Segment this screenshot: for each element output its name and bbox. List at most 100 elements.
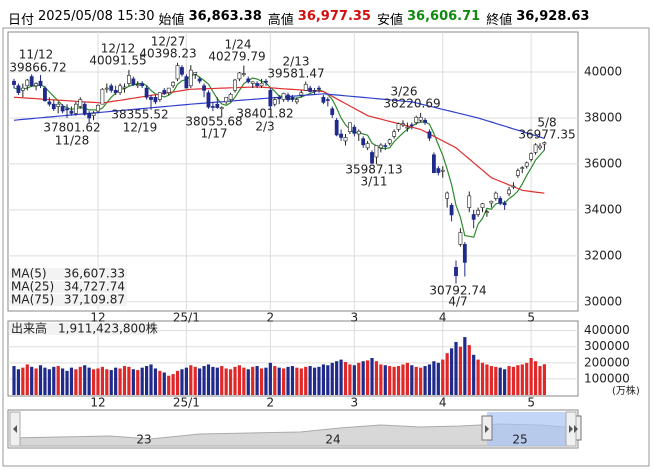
x-tick-label: 2 — [267, 311, 275, 325]
candle-body — [405, 126, 410, 129]
volume-bar — [30, 366, 34, 395]
volume-bar — [542, 364, 546, 395]
volume-bar — [136, 370, 140, 395]
volume-bar — [83, 365, 87, 395]
candle-body — [507, 189, 511, 195]
candle-body — [180, 67, 184, 75]
candle-body — [131, 78, 136, 85]
candle-body — [73, 103, 78, 114]
legend-box — [10, 281, 127, 293]
volume-bar — [224, 368, 228, 395]
candle-body — [352, 126, 357, 134]
candle-body — [197, 78, 202, 82]
candle-body — [51, 103, 56, 110]
volume-bar — [498, 367, 502, 395]
candle-body — [524, 162, 529, 167]
candle-body — [162, 90, 167, 95]
volume-bar — [295, 367, 299, 395]
volume-bar — [153, 368, 158, 395]
x-tick-label: 2 — [267, 396, 275, 410]
candle-body — [277, 96, 282, 100]
header-value: 36,977.35 — [297, 9, 371, 24]
volume-bar — [56, 366, 60, 395]
candle-body — [38, 80, 43, 87]
candle-body — [308, 87, 313, 92]
volume-bar — [255, 366, 259, 395]
candle-body — [122, 86, 127, 89]
volume-bar — [206, 364, 211, 395]
annotation-date: 12/12 — [101, 42, 136, 56]
volume-bar — [511, 366, 516, 395]
volume-bar — [286, 366, 290, 395]
volume-bar — [494, 366, 498, 395]
legend-value: 37,109.87 — [64, 293, 125, 307]
volume-bar — [357, 362, 361, 395]
candle-body — [361, 138, 366, 146]
annotation-date: 1/24 — [225, 38, 252, 52]
volume-bar — [43, 367, 47, 395]
candle-body — [414, 116, 419, 123]
candle-body — [69, 110, 74, 114]
candle-body — [219, 107, 224, 110]
candle-body — [65, 108, 69, 111]
volume-bar — [308, 366, 312, 395]
volume-bar — [476, 359, 480, 395]
candle-body — [241, 73, 246, 75]
marks — [12, 62, 547, 395]
annotation-value: 40091.55 — [89, 54, 146, 68]
annotation-value: 40398.23 — [139, 47, 196, 61]
candle-body — [255, 83, 260, 86]
candle-body — [498, 198, 503, 204]
header-label: 始値 — [158, 13, 185, 28]
candle-body — [193, 72, 198, 75]
volume-bar — [401, 364, 405, 395]
candle-body — [303, 84, 308, 91]
volume-bar — [65, 370, 69, 395]
volume-bar — [304, 366, 308, 395]
x-tick-label: 4 — [439, 311, 447, 325]
candle-body — [330, 108, 335, 116]
y-tick-label: 40000 — [584, 64, 622, 78]
candle-body — [47, 101, 52, 105]
volume-bar — [87, 367, 91, 395]
x-tick-label: 3 — [351, 396, 359, 410]
volume-bar — [16, 369, 21, 395]
volume-bar — [379, 364, 383, 395]
y-tick-label: 38000 — [584, 110, 622, 124]
navigator-selection[interactable] — [487, 412, 576, 446]
candle-body — [502, 202, 507, 206]
volume-bar — [529, 358, 533, 395]
candle-body — [228, 93, 233, 100]
candle-body — [246, 78, 251, 83]
candle-body — [153, 96, 158, 103]
grid — [8, 32, 578, 395]
candle-body — [396, 123, 401, 130]
annotation-date: 3/26 — [391, 85, 418, 99]
candle-body — [224, 96, 229, 103]
candle-body — [127, 75, 131, 84]
volume-title-box — [9, 323, 155, 335]
volume-bar — [131, 369, 135, 395]
candle-body — [370, 152, 374, 164]
candle-body — [467, 195, 472, 208]
volume-bar — [533, 361, 538, 395]
volume-bar — [198, 368, 202, 395]
volume-bar — [432, 361, 436, 395]
candle-body — [250, 81, 255, 84]
candle-body — [334, 119, 339, 136]
candle-body — [202, 85, 206, 91]
candle-body — [317, 87, 321, 90]
candle-body — [511, 185, 516, 188]
candle-body — [166, 87, 171, 93]
volume-bar — [78, 366, 82, 395]
volume-bar — [211, 366, 215, 395]
annotation-date: 2/13 — [283, 55, 310, 69]
candle-body — [462, 244, 467, 263]
volume-bar — [34, 368, 38, 395]
volume-bar — [339, 359, 343, 395]
volume-total: 1,911,423,800株 — [58, 321, 158, 336]
candle-body — [78, 99, 83, 107]
candle-body — [104, 87, 109, 90]
annotation-value: 39866.72 — [9, 61, 66, 75]
volume-bar — [251, 366, 255, 395]
